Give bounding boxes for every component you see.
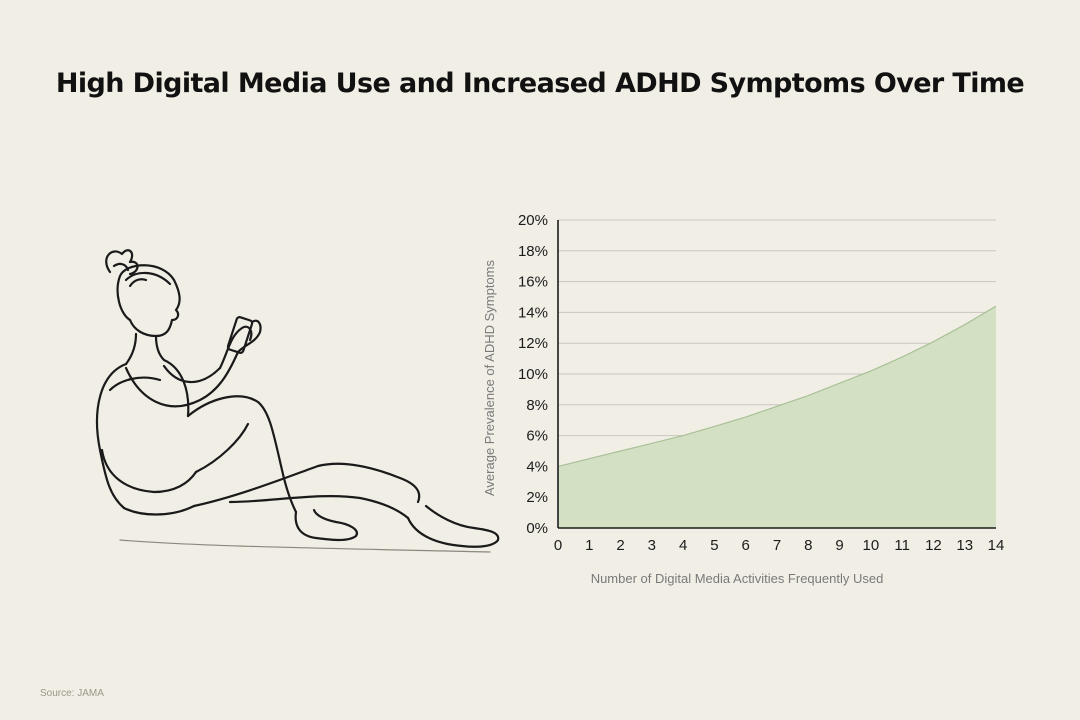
x-tick-labels: 0 1 2 3 4 5 6 7 8 9 10 11 12 13 14 [554,537,1005,554]
y-tick-label: 18% [518,243,548,260]
y-tick-label: 2% [526,489,548,506]
y-tick-label: 6% [526,428,548,445]
x-axis-label: Number of Digital Media Activities Frequ… [591,571,884,586]
x-tick-label: 12 [925,537,942,554]
x-tick-label: 6 [742,537,750,554]
x-tick-label: 8 [804,537,812,554]
x-tick-label: 0 [554,537,562,554]
x-tick-label: 5 [710,537,718,554]
x-tick-label: 4 [679,537,687,554]
y-tick-labels: 0% 2% 4% 6% 8% 10% 12% 14% 16% 18% 20% [518,212,548,537]
y-tick-label: 0% [526,520,548,537]
x-tick-label: 10 [863,537,880,554]
y-tick-label: 4% [526,458,548,475]
y-axis-label: Average Prevalence of ADHD Symptoms [482,259,497,496]
area-series-fill [558,306,996,528]
x-tick-label: 2 [616,537,624,554]
x-tick-label: 13 [956,537,973,554]
source-note: Source: JAMA [40,688,104,699]
y-tick-label: 16% [518,274,548,291]
y-tick-label: 10% [518,366,548,383]
x-tick-label: 11 [894,537,910,554]
y-tick-label: 8% [526,397,548,414]
x-tick-label: 9 [835,537,843,554]
y-tick-label: 12% [518,335,548,352]
y-tick-label: 20% [518,212,548,229]
x-tick-label: 7 [773,537,781,554]
x-tick-label: 14 [988,537,1005,554]
area-series-line [557,305,997,467]
x-tick-label: 1 [585,537,593,554]
woman-sitting-with-phone-illustration [95,249,500,553]
x-tick-label: 3 [648,537,656,554]
chart-title: High Digital Media Use and Increased ADH… [55,68,1025,99]
y-tick-label: 14% [518,304,548,321]
